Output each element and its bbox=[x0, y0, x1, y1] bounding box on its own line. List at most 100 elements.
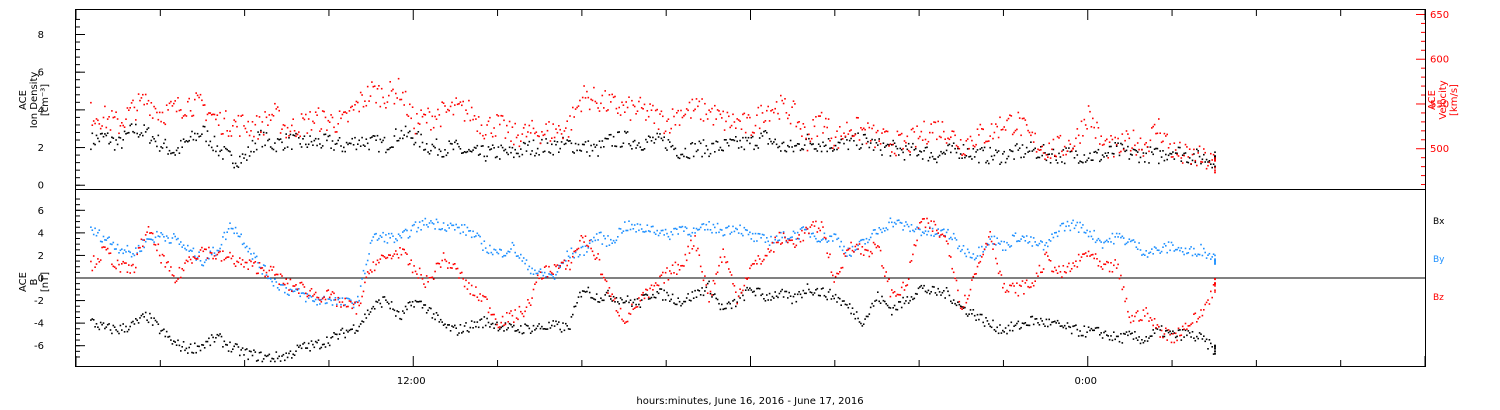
by-point bbox=[1167, 241, 1170, 243]
density-point bbox=[128, 131, 130, 134]
bx-point bbox=[317, 339, 320, 341]
velocity-point bbox=[1177, 155, 1180, 157]
density-point bbox=[213, 135, 216, 138]
velocity-point bbox=[729, 126, 731, 129]
bx-point bbox=[312, 343, 314, 346]
bx-point bbox=[768, 292, 771, 295]
velocity-point bbox=[272, 115, 275, 117]
velocity-point bbox=[751, 131, 754, 134]
velocity-point bbox=[1010, 115, 1013, 117]
velocity-point bbox=[916, 125, 918, 127]
density-point bbox=[438, 148, 441, 151]
velocity-point bbox=[292, 118, 294, 120]
density-point bbox=[760, 132, 762, 135]
bx-point bbox=[1073, 325, 1076, 327]
by-point bbox=[633, 224, 636, 226]
by-point bbox=[891, 221, 893, 224]
velocity-point bbox=[909, 151, 911, 153]
density-point bbox=[721, 149, 723, 151]
bx-point bbox=[733, 298, 736, 301]
by-point bbox=[1061, 222, 1063, 225]
by-point bbox=[760, 237, 762, 239]
bz-point bbox=[480, 300, 483, 302]
density-point bbox=[203, 125, 206, 128]
density-point bbox=[220, 149, 223, 151]
bx-point bbox=[119, 324, 122, 327]
velocity-point bbox=[299, 135, 301, 138]
velocity-point bbox=[167, 109, 169, 111]
bz-point bbox=[129, 272, 131, 274]
bz-point bbox=[938, 236, 941, 238]
velocity-point bbox=[674, 124, 677, 126]
bz-point bbox=[522, 315, 525, 318]
by-point bbox=[217, 249, 220, 252]
density-point bbox=[882, 142, 885, 144]
bx-point bbox=[701, 287, 703, 289]
by-point bbox=[413, 223, 415, 226]
by-point bbox=[914, 228, 917, 230]
by-point bbox=[1004, 249, 1007, 251]
bx-point bbox=[840, 304, 842, 306]
density-point bbox=[1030, 141, 1032, 143]
velocity-point bbox=[1149, 139, 1152, 142]
density-point bbox=[441, 156, 443, 158]
density-point bbox=[1128, 158, 1131, 160]
bz-point bbox=[328, 296, 331, 299]
by-point bbox=[552, 276, 554, 278]
bz-point bbox=[182, 269, 185, 272]
density-point bbox=[858, 148, 861, 150]
bx-point bbox=[482, 326, 484, 329]
bx-point bbox=[369, 311, 372, 313]
velocity-point bbox=[303, 118, 306, 121]
density-point bbox=[735, 136, 737, 138]
bz-point bbox=[917, 227, 920, 229]
by-point bbox=[222, 236, 224, 238]
bz-point bbox=[961, 308, 963, 310]
by-point bbox=[674, 227, 677, 230]
bz-point bbox=[167, 261, 169, 263]
bz-point bbox=[373, 269, 376, 272]
velocity-point bbox=[1052, 138, 1055, 141]
bz-point bbox=[563, 259, 566, 262]
density-point bbox=[195, 139, 197, 142]
bz-point bbox=[192, 256, 195, 258]
bx-point bbox=[106, 323, 109, 326]
velocity-point bbox=[854, 133, 857, 136]
bx-point bbox=[990, 326, 993, 329]
bx-point bbox=[588, 291, 591, 294]
bx-point bbox=[857, 317, 859, 320]
velocity-point bbox=[857, 117, 859, 119]
by-point bbox=[99, 240, 102, 243]
bx-point bbox=[834, 293, 837, 296]
by-point bbox=[1073, 227, 1076, 230]
by-point bbox=[906, 223, 909, 226]
velocity-point bbox=[343, 111, 345, 114]
velocity-point bbox=[667, 118, 670, 120]
by-point bbox=[489, 244, 491, 247]
density-point bbox=[94, 143, 96, 146]
bz-point bbox=[663, 282, 665, 284]
bx-point bbox=[930, 291, 932, 293]
density-point bbox=[1003, 150, 1005, 153]
bz-point bbox=[517, 318, 519, 321]
density-point bbox=[628, 143, 630, 145]
velocity-point bbox=[850, 129, 852, 131]
by-point bbox=[1107, 241, 1109, 243]
bz-point bbox=[484, 296, 487, 298]
bx-point bbox=[742, 294, 744, 297]
by-point bbox=[749, 231, 751, 234]
density-point bbox=[907, 142, 910, 145]
velocity-point bbox=[236, 125, 238, 128]
velocity-point bbox=[834, 136, 837, 138]
density-point bbox=[632, 140, 635, 143]
density-point bbox=[785, 150, 788, 153]
bx-point bbox=[687, 293, 689, 295]
density-point bbox=[357, 143, 359, 145]
density-point bbox=[1113, 153, 1115, 155]
bx-point bbox=[1010, 321, 1013, 324]
by-point bbox=[1183, 253, 1185, 256]
density-point bbox=[1058, 152, 1060, 155]
by-point bbox=[1144, 254, 1146, 256]
bz-point bbox=[458, 277, 460, 279]
bx-point bbox=[212, 336, 214, 339]
